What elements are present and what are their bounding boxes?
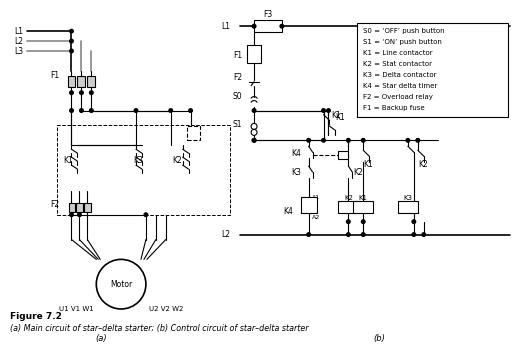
Text: F1 = Backup fuse: F1 = Backup fuse: [363, 104, 425, 111]
Circle shape: [134, 109, 138, 112]
Text: K3: K3: [133, 156, 143, 165]
Circle shape: [70, 213, 73, 216]
Text: F3: F3: [264, 10, 272, 19]
Bar: [338, 151, 348, 159]
Circle shape: [347, 220, 350, 224]
Bar: [301, 197, 317, 213]
Text: K2: K2: [418, 159, 427, 168]
Circle shape: [80, 91, 83, 94]
Circle shape: [362, 220, 365, 224]
Circle shape: [70, 91, 73, 94]
Text: A1: A1: [311, 195, 320, 201]
Bar: [77, 76, 85, 87]
Text: A2: A2: [311, 215, 320, 220]
Circle shape: [144, 213, 148, 216]
Circle shape: [70, 39, 73, 43]
Text: K1: K1: [363, 159, 373, 168]
Text: F2: F2: [51, 200, 60, 209]
Bar: [353, 201, 373, 213]
Text: K2: K2: [173, 156, 182, 165]
Circle shape: [406, 139, 409, 142]
Circle shape: [412, 220, 416, 224]
Text: K1 = Line contactor: K1 = Line contactor: [363, 50, 433, 56]
Text: S1 = ‘ON’ push button: S1 = ‘ON’ push button: [363, 39, 442, 45]
Circle shape: [307, 139, 310, 142]
Text: K3 = Delta contactor: K3 = Delta contactor: [363, 72, 437, 78]
Circle shape: [322, 139, 325, 142]
Circle shape: [252, 24, 256, 28]
Bar: [67, 76, 75, 87]
Circle shape: [327, 109, 330, 112]
Circle shape: [70, 49, 73, 53]
Text: F2 = Overload relay: F2 = Overload relay: [363, 94, 433, 100]
Text: K1: K1: [336, 113, 345, 122]
Bar: [247, 45, 261, 63]
Text: K2: K2: [353, 167, 363, 176]
Circle shape: [70, 30, 73, 33]
Circle shape: [80, 109, 83, 112]
Text: L1: L1: [14, 27, 23, 36]
Bar: [338, 201, 358, 213]
Circle shape: [362, 233, 365, 237]
Text: K2: K2: [344, 195, 353, 201]
Circle shape: [322, 109, 325, 112]
Text: L3: L3: [14, 46, 23, 55]
Circle shape: [280, 24, 284, 28]
Text: F1: F1: [233, 51, 242, 60]
Circle shape: [252, 139, 256, 142]
Circle shape: [347, 139, 350, 142]
Text: K3: K3: [403, 195, 412, 201]
Text: Motor: Motor: [110, 280, 132, 289]
Circle shape: [252, 109, 256, 112]
Circle shape: [189, 109, 192, 112]
Text: K4: K4: [283, 207, 293, 216]
Circle shape: [362, 139, 365, 142]
Text: K1: K1: [64, 156, 73, 165]
Circle shape: [90, 109, 93, 112]
Text: K1: K1: [331, 111, 341, 120]
Circle shape: [412, 233, 416, 237]
Text: (a): (a): [95, 334, 107, 343]
Bar: [56, 125, 230, 215]
Circle shape: [77, 213, 81, 216]
Bar: [69, 203, 75, 212]
Text: F1: F1: [51, 71, 60, 80]
Text: S0 = ‘OFF’ push button: S0 = ‘OFF’ push button: [363, 28, 445, 34]
Text: L2: L2: [221, 230, 230, 239]
Text: K3: K3: [291, 167, 301, 176]
Bar: [76, 203, 83, 212]
Bar: [254, 20, 282, 32]
Circle shape: [169, 109, 172, 112]
Text: F2: F2: [233, 73, 242, 82]
Text: Figure 7.2: Figure 7.2: [10, 312, 62, 321]
Text: L2: L2: [14, 37, 23, 46]
Text: K1: K1: [359, 195, 368, 201]
Circle shape: [307, 233, 310, 237]
Text: S1: S1: [232, 120, 242, 129]
Text: (b): (b): [373, 334, 385, 343]
Text: U2 V2 W2: U2 V2 W2: [149, 306, 183, 312]
Text: K2 = Stat contactor: K2 = Stat contactor: [363, 61, 432, 67]
Circle shape: [252, 139, 256, 142]
Circle shape: [90, 91, 93, 94]
Bar: [398, 201, 418, 213]
Bar: [357, 23, 508, 117]
Text: K4 = Star delta timer: K4 = Star delta timer: [363, 83, 437, 89]
Bar: [87, 76, 95, 87]
Circle shape: [416, 139, 419, 142]
Text: L1: L1: [221, 22, 230, 31]
Circle shape: [70, 109, 73, 112]
Bar: [84, 203, 91, 212]
Circle shape: [347, 233, 350, 237]
Bar: [187, 126, 200, 140]
Text: K4: K4: [291, 149, 301, 158]
Text: S0: S0: [232, 92, 242, 101]
Circle shape: [422, 233, 425, 237]
Text: U1 V1 W1: U1 V1 W1: [59, 306, 94, 312]
Text: (a) Main circuit of star–delta starter; (b) Control circuit of star–delta starte: (a) Main circuit of star–delta starter; …: [10, 324, 308, 333]
